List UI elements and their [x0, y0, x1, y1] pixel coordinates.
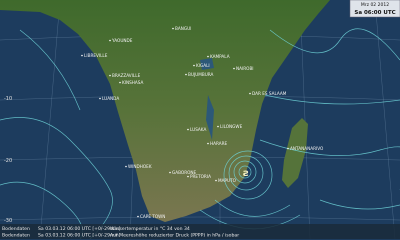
- city-dot: [249, 92, 251, 95]
- city-dot: [187, 128, 189, 131]
- lakes: [200, 58, 214, 140]
- city-dot: [99, 97, 101, 100]
- city-label: WINDHOEK: [128, 164, 152, 169]
- date: Mrz 02 2012: [361, 2, 389, 8]
- city-label: HARARE: [210, 141, 228, 146]
- city-dot: [185, 73, 187, 76]
- city-label: MAPUTO: [218, 178, 237, 183]
- city-dot: [193, 64, 195, 67]
- city-label: KINSHASA: [122, 80, 144, 85]
- status-text: Bodendaten: [2, 226, 30, 232]
- city-label: ANTANANARIVO: [290, 146, 324, 151]
- status-text: Bodendaten: [2, 233, 30, 239]
- status-text: Wassertemperatur in °C 34 von 34: [110, 226, 190, 232]
- latitude-label: -20: [4, 158, 12, 164]
- date-box-bg: [349, 0, 400, 18]
- madagascar: [282, 118, 308, 188]
- city-dot: [233, 67, 235, 70]
- city-label: KAMPALA: [210, 54, 230, 59]
- city-dot: [287, 147, 289, 150]
- city-labels: BANGUI YAOUNDE LIBREVILLE BRAZZAVILLE KINSHA…: [81, 26, 324, 219]
- city-dot: [172, 27, 174, 30]
- cyclone-symbol: ꙅ: [243, 168, 249, 179]
- date-box: Mrz 02 2012 Sa 06:00 UTC: [349, 0, 400, 18]
- latitude-label: -10: [4, 96, 12, 102]
- city-dot: [169, 171, 171, 174]
- city-label: BANGUI: [175, 26, 191, 31]
- time: Sa 06:00 UTC: [354, 10, 395, 16]
- city-label: YAOUNDE: [111, 38, 133, 43]
- city-dot: [109, 39, 111, 42]
- city-label: LUSAKA: [190, 127, 206, 132]
- status-bar: [0, 224, 400, 239]
- city-dot: [137, 215, 139, 218]
- status-text: Sa 03.03.12 06:00 UTC [+0/-29min]: [38, 226, 121, 232]
- city-dot: [207, 55, 209, 58]
- city-label: LIBREVILLE: [84, 53, 108, 58]
- latitude-label: -30: [4, 218, 12, 224]
- city-label: BUJUMBURA: [188, 72, 214, 77]
- city-label: LILONGWE: [220, 124, 243, 129]
- city-label: DAR ES SALAAM: [252, 91, 287, 96]
- city-label: CAPE TOWN: [140, 214, 165, 219]
- city-label: LUANDA: [102, 96, 119, 101]
- city-dot: [187, 175, 189, 178]
- city-label: NAIROBI: [236, 66, 254, 71]
- city-dot: [125, 165, 127, 168]
- city-dot: [217, 125, 219, 128]
- city-label: PRETORIA: [190, 174, 211, 179]
- city-label: BRAZZAVILLE: [112, 73, 141, 78]
- city-dot: [81, 54, 83, 57]
- status-text: Auf Meereshöhe reduzierter Druck (PPPP) …: [110, 233, 239, 239]
- city-dot: [207, 142, 209, 145]
- city-dot: [119, 81, 121, 84]
- city-label: GABORONE: [172, 170, 197, 175]
- status-rows: Bodendaten Sa 03.03.12 06:00 UTC [+0/-29m…: [2, 226, 239, 239]
- latitude-labels: -10 -20 -30: [4, 96, 12, 224]
- city-dot: [215, 179, 217, 182]
- city-label: KIGALI: [196, 63, 210, 68]
- city-dot: [109, 74, 111, 77]
- status-text: Sa 03.03.12 06:00 UTC [+0/-29min]: [38, 233, 121, 239]
